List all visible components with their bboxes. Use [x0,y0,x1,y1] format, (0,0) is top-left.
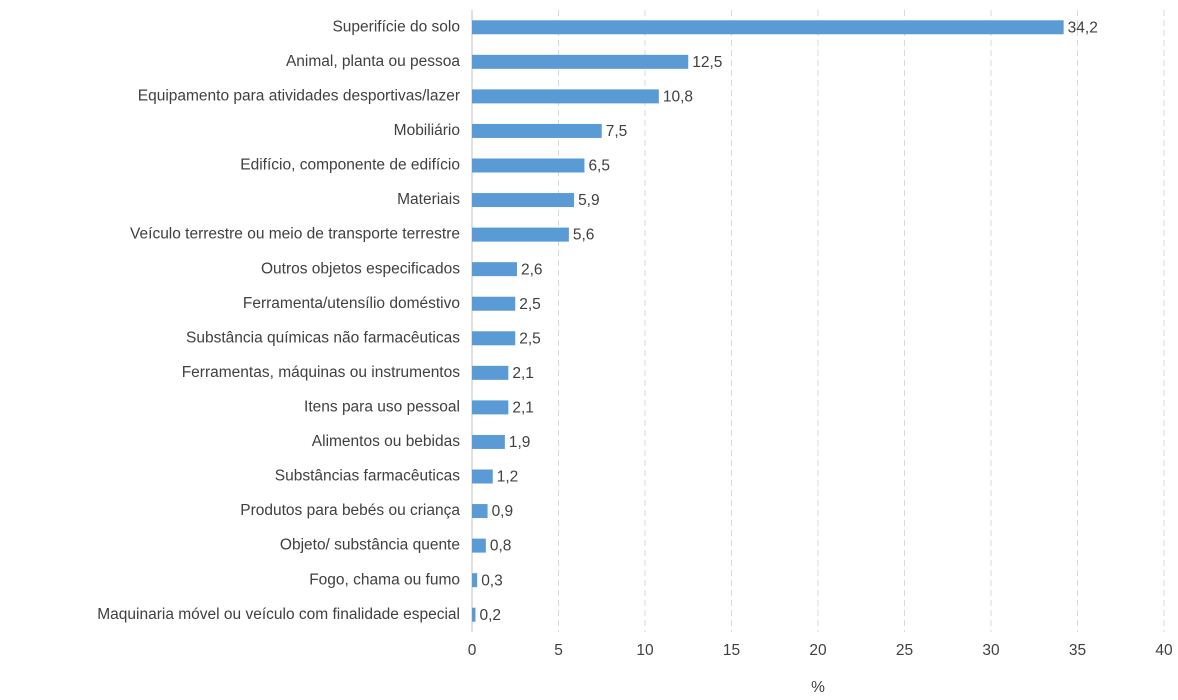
bar [472,365,509,380]
y-tick-label: Ferramentas, máquinas ou instrumentos [182,364,461,381]
y-tick-label: Superifície do solo [332,18,460,35]
y-tick-label: Substâncias farmacêuticas [275,468,460,485]
bar [472,89,659,104]
bar [472,400,509,415]
value-label: 6,5 [588,158,610,175]
bar [472,504,488,519]
y-tick-label: Equipamento para atividades desportivas/… [138,87,460,104]
value-label: 0,2 [479,607,501,624]
y-tick-label: Materiais [397,191,460,208]
x-tick-label: 15 [723,642,740,659]
value-label: 1,9 [509,434,531,451]
bar [472,538,486,553]
value-label: 0,9 [492,503,514,520]
y-tick-label: Maquinaria móvel ou veículo com finalida… [97,606,460,623]
bar [472,54,689,69]
value-label: 2,5 [519,296,541,313]
value-label: 1,2 [497,469,519,486]
value-label: 5,9 [578,192,600,209]
x-tick-label: 20 [809,642,827,659]
value-label: 10,8 [663,88,693,105]
bar [472,469,493,484]
y-tick-label: Animal, planta ou pessoa [286,53,460,70]
bar [472,296,516,311]
y-tick-label: Alimentos ou bebidas [312,433,460,450]
bar [472,573,478,588]
y-tick-label: Fogo, chama ou fumo [309,571,460,588]
value-label: 0,3 [481,572,503,589]
bar [472,123,602,138]
x-tick-label: 25 [896,642,913,659]
value-label: 0,8 [490,538,512,555]
bar [472,607,476,622]
x-tick-label: 5 [554,642,563,659]
value-label: 2,6 [521,261,543,278]
bar [472,434,505,449]
bar [472,193,575,208]
bar [472,262,517,277]
value-label: 12,5 [692,54,722,71]
y-tick-label: Produtos para bebés ou criança [240,502,460,519]
bar [472,227,569,242]
value-label: 7,5 [606,123,628,140]
value-label: 2,5 [519,330,541,347]
y-tick-label: Itens para uso pessoal [304,398,460,415]
x-tick-label: 10 [636,642,654,659]
y-tick-label: Ferramenta/utensílio doméstivo [243,295,460,312]
x-axis-label: % [811,679,825,695]
y-tick-label: Objeto/ substância quente [280,537,460,554]
y-tick-label: Substância químicas não farmacêuticas [186,329,460,346]
value-label: 5,6 [573,227,595,244]
x-tick-label: 35 [1069,642,1086,659]
value-label: 2,1 [512,365,534,382]
y-tick-label: Mobiliário [394,122,460,139]
x-tick-label: 40 [1155,642,1173,659]
y-tick-label: Veículo terrestre ou meio de transporte … [130,226,460,243]
x-tick-label: 30 [982,642,1000,659]
x-tick-label: 0 [468,642,477,659]
y-tick-label: Outros objetos especificados [261,260,460,277]
value-label: 2,1 [512,399,534,416]
value-label: 34,2 [1068,19,1098,36]
bar [472,158,585,173]
bar [472,331,516,346]
bar [472,20,1064,35]
y-tick-label: Edifício, componente de edifício [240,157,460,174]
